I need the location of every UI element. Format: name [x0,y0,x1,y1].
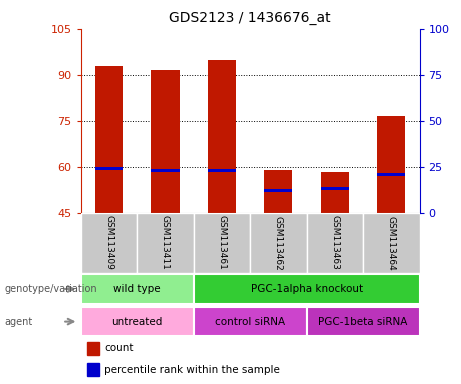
Bar [264,170,292,213]
Text: GSM113463: GSM113463 [330,215,339,270]
Bar [321,172,349,213]
Bar [307,307,420,336]
Bar [307,213,363,273]
Title: GDS2123 / 1436676_at: GDS2123 / 1436676_at [169,11,331,25]
Bar [377,116,405,213]
Text: PGC-1beta siRNA: PGC-1beta siRNA [319,316,408,327]
Bar [88,342,99,355]
Bar [363,213,420,273]
Bar [81,274,194,304]
Bar [151,70,179,213]
Bar [95,66,123,213]
Bar [81,307,194,336]
Text: GSM113461: GSM113461 [217,215,226,270]
Bar [151,169,179,172]
Bar [95,167,123,170]
Bar [208,60,236,213]
Text: wild type: wild type [113,284,161,294]
Text: agent: agent [5,316,33,327]
Bar [321,187,349,190]
Text: PGC-1alpha knockout: PGC-1alpha knockout [250,284,363,294]
Text: percentile rank within the sample: percentile rank within the sample [104,364,280,375]
Bar [88,363,99,376]
Text: genotype/variation: genotype/variation [5,284,97,294]
Bar [194,307,307,336]
Bar [81,213,137,273]
Text: GSM113409: GSM113409 [104,215,113,270]
Text: GSM113464: GSM113464 [387,215,396,270]
Text: untreated: untreated [112,316,163,327]
Text: control siRNA: control siRNA [215,316,285,327]
Text: GSM113462: GSM113462 [274,215,283,270]
Text: GSM113411: GSM113411 [161,215,170,270]
Bar [194,274,420,304]
Bar [377,173,405,176]
Bar [137,213,194,273]
Text: count: count [104,343,134,354]
Bar [250,213,307,273]
Bar [194,213,250,273]
Bar [208,169,236,172]
Bar [264,189,292,192]
